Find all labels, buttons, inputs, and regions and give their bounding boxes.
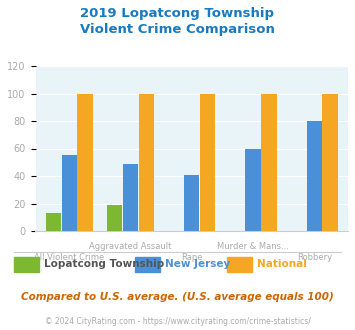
Bar [184,175,200,231]
Text: 2019 Lopatcong Township
Violent Crime Comparison: 2019 Lopatcong Township Violent Crime Co… [80,7,275,36]
Bar [107,205,122,231]
Text: All Violent Crime: All Violent Crime [34,253,104,262]
Text: Murder & Mans...: Murder & Mans... [217,242,289,251]
Text: © 2024 CityRating.com - https://www.cityrating.com/crime-statistics/: © 2024 CityRating.com - https://www.city… [45,317,310,326]
Text: New Jersey: New Jersey [165,259,230,269]
Bar [307,121,322,231]
Bar [245,148,261,231]
Text: Robbery: Robbery [297,253,332,262]
Bar [123,164,138,231]
Bar [200,93,215,231]
Bar [61,155,77,231]
Text: National: National [257,259,307,269]
Bar [322,93,338,231]
Text: Rape: Rape [181,253,202,262]
Text: Compared to U.S. average. (U.S. average equals 100): Compared to U.S. average. (U.S. average … [21,292,334,302]
Text: Aggravated Assault: Aggravated Assault [89,242,171,251]
Bar [77,93,93,231]
Bar [139,93,154,231]
Bar [45,213,61,231]
Bar [261,93,277,231]
Text: Lopatcong Township: Lopatcong Township [44,259,165,269]
